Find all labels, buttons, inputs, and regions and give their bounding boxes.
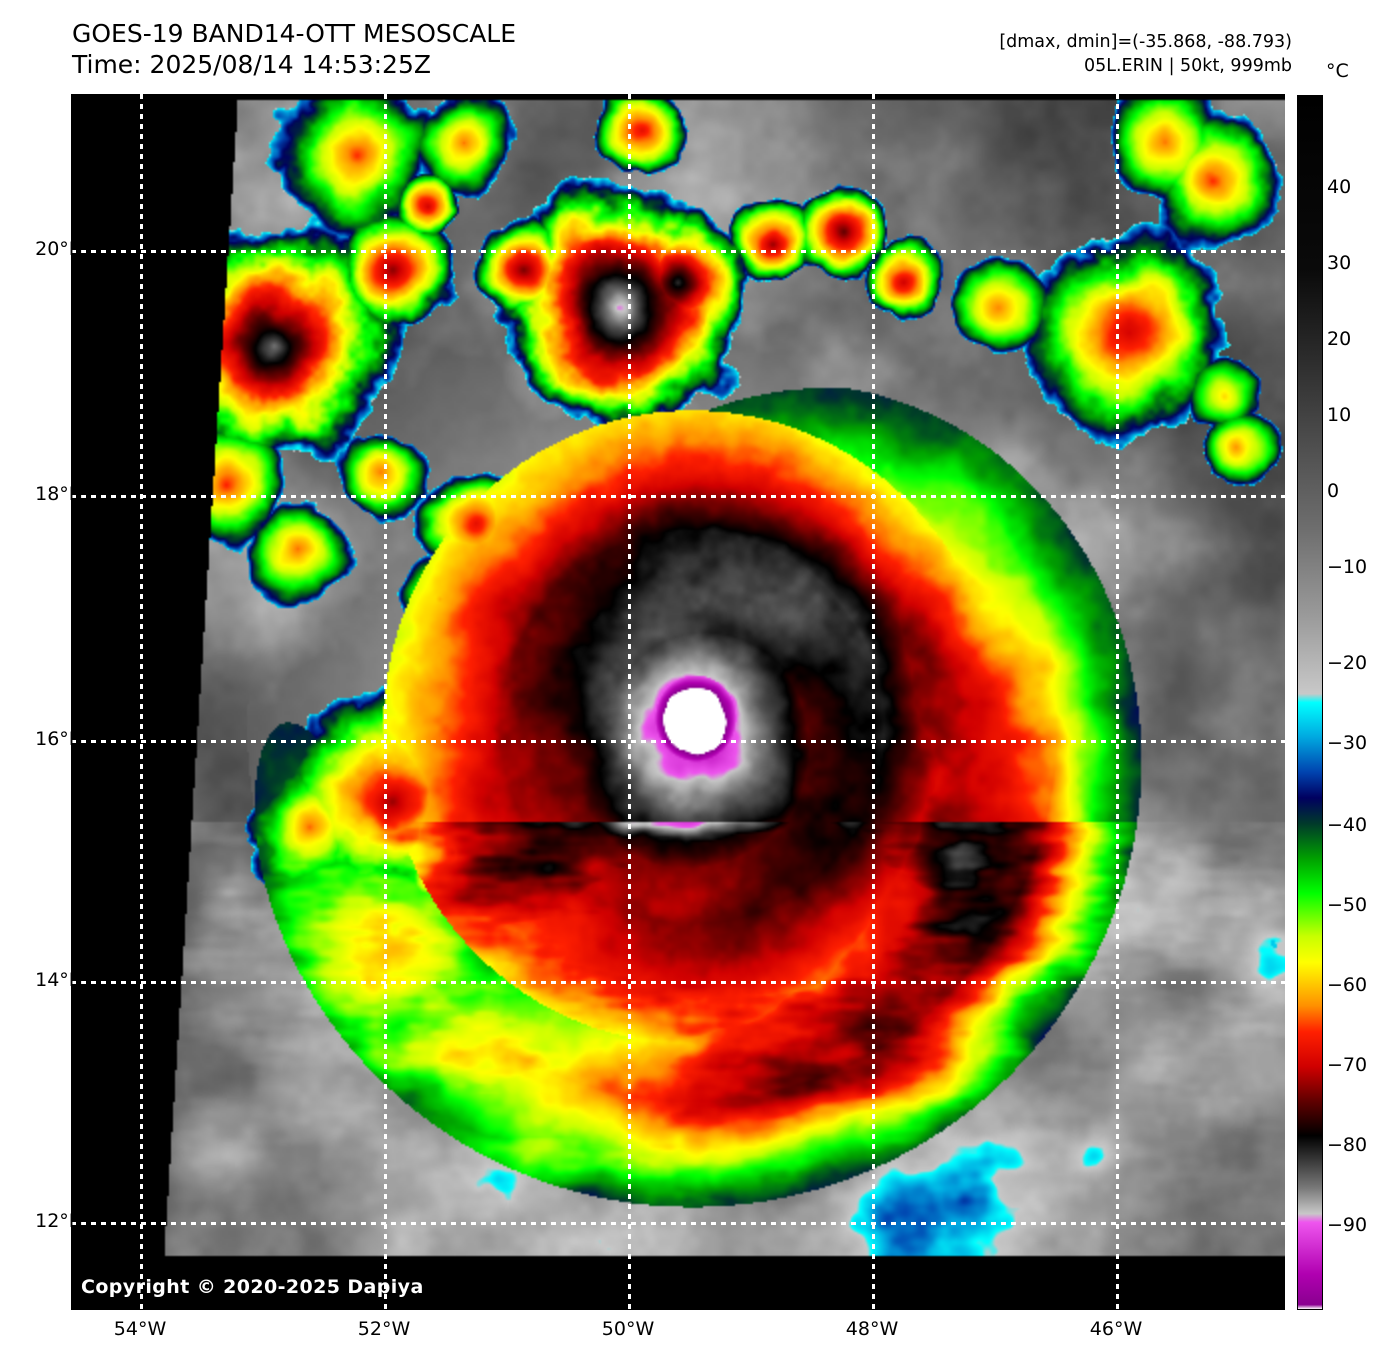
storm-info-label: 05L.ERIN | 50kt, 999mb	[1083, 56, 1292, 76]
colorbar-tick--90: −90	[1327, 1214, 1368, 1236]
lat-tick-label-18: 18°N	[35, 483, 83, 505]
colorbar-gradient	[1297, 95, 1323, 1310]
satellite-image-plot: Copyright © 2020-2025 Dapiya	[71, 94, 1285, 1310]
colorbar-tick--80: −80	[1327, 1134, 1368, 1156]
colorbar-tick--70: −70	[1327, 1054, 1368, 1076]
lon-tick-label-46: 46°W	[1089, 1318, 1143, 1340]
colorbar-tick-40: 40	[1327, 176, 1352, 198]
header-metadata-block: [dmax, dmin]=(-35.868, -88.793) 05L.ERIN…	[999, 30, 1292, 78]
colorbar-tick--50: −50	[1327, 894, 1368, 916]
lat-tick-label-16: 16°N	[35, 728, 83, 750]
colorbar-tick-20: 20	[1327, 328, 1352, 350]
colorbar-unit-label: °C	[1326, 60, 1349, 82]
colorbar-tick--10: −10	[1327, 556, 1368, 578]
colorbar-tick--30: −30	[1327, 732, 1368, 754]
observation-time: Time: 2025/08/14 14:53:25Z	[72, 50, 431, 79]
lon-tick-label-52: 52°W	[357, 1318, 411, 1340]
lon-tick-label-54: 54°W	[113, 1318, 167, 1340]
lon-tick-label-48: 48°W	[845, 1318, 899, 1340]
colorbar-tick-10: 10	[1327, 404, 1352, 426]
colorbar-tick--20: −20	[1327, 652, 1368, 674]
lat-tick-label-20: 20°N	[35, 238, 83, 260]
lon-tick-label-50: 50°W	[601, 1318, 655, 1340]
data-minmax-label: [dmax, dmin]=(-35.868, -88.793)	[999, 32, 1292, 52]
lat-tick-label-12: 12°N	[35, 1210, 83, 1232]
colorbar-tick-30: 30	[1327, 252, 1352, 274]
colorbar-tick--60: −60	[1327, 974, 1368, 996]
colorbar-tick-0: 0	[1327, 480, 1340, 502]
copyright-notice: Copyright © 2020-2025 Dapiya	[81, 1276, 424, 1298]
colorbar-tick--40: −40	[1327, 814, 1368, 836]
header-title-block: GOES-19 BAND14-OTT MESOSCALE Time: 2025/…	[72, 18, 516, 80]
satellite-imagery-canvas	[71, 94, 1285, 1310]
lat-tick-label-14: 14°N	[35, 969, 83, 991]
page-title: GOES-19 BAND14-OTT MESOSCALE	[72, 19, 517, 48]
temperature-colorbar	[1297, 95, 1323, 1310]
